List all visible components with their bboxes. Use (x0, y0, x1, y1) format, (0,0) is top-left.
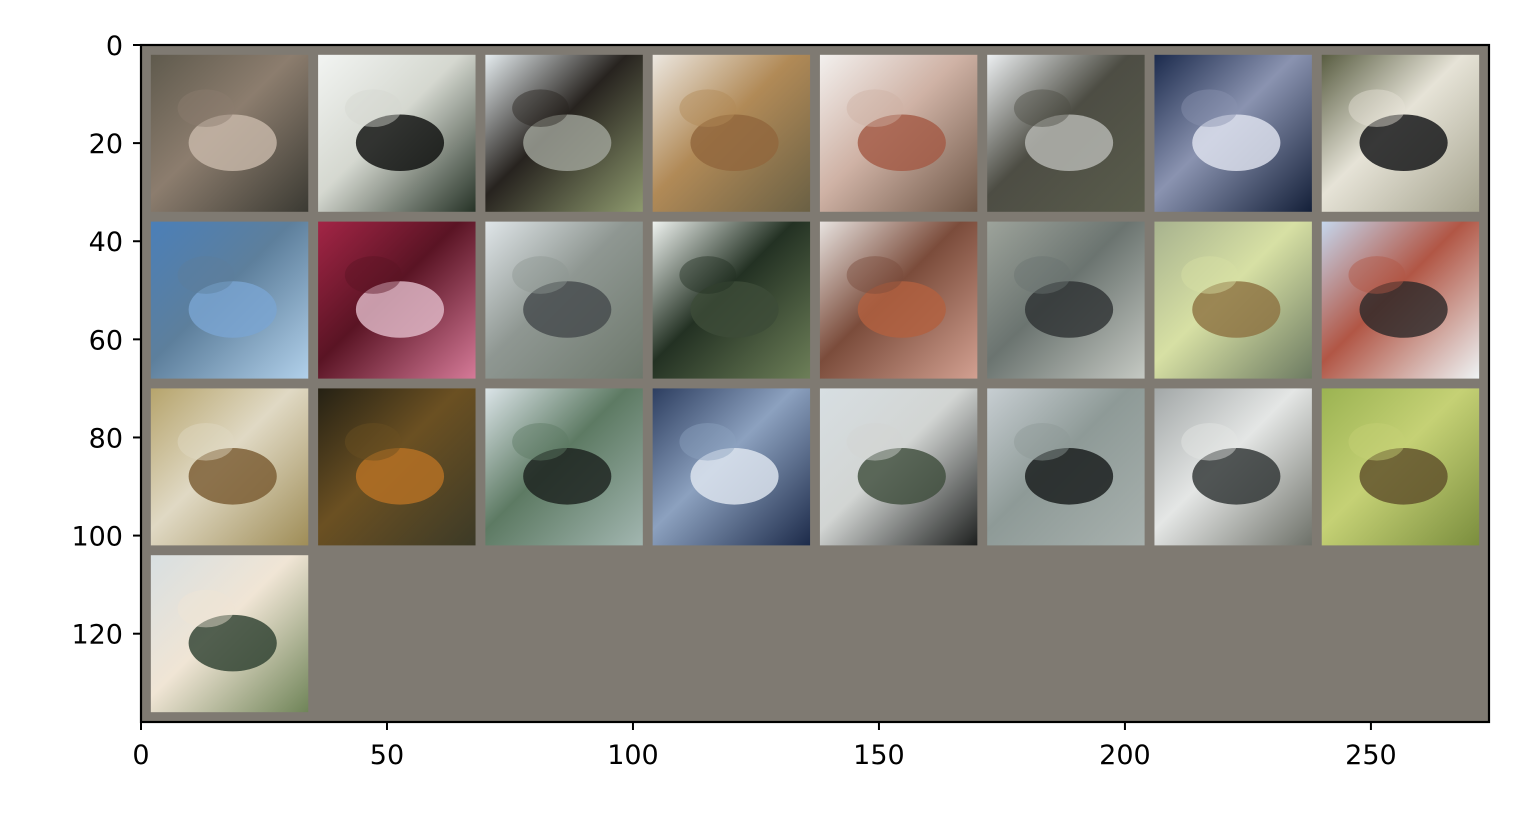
y-tick-label: 60 (89, 325, 123, 356)
tile-9 (150, 221, 309, 379)
tile-8 (1321, 54, 1480, 212)
y-tick-label: 100 (71, 522, 123, 553)
tile-25 (150, 555, 309, 713)
tile-18 (318, 388, 476, 546)
tile-22 (987, 388, 1145, 546)
axes-frame (139, 43, 1491, 724)
tile-11 (485, 221, 643, 379)
tiles-layer (141, 45, 1489, 722)
tile-14 (987, 221, 1145, 379)
y-tick-label: 40 (89, 227, 123, 258)
x-tick-label: 200 (1099, 740, 1151, 771)
y-tick-label: 80 (89, 423, 123, 454)
tile-7 (1154, 54, 1312, 212)
y-tick-label: 20 (89, 129, 123, 160)
tile-17 (150, 388, 309, 546)
y-tick-label: 0 (106, 31, 123, 62)
x-tick-label: 250 (1345, 740, 1397, 771)
y-tick-label: 120 (71, 620, 123, 651)
tile-10 (318, 221, 476, 379)
tile-5 (819, 54, 978, 212)
tile-16 (1321, 221, 1480, 379)
tile-23 (1154, 388, 1312, 546)
tile-6 (987, 54, 1145, 212)
tile-21 (819, 388, 978, 546)
x-tick-label: 100 (607, 740, 659, 771)
tile-20 (652, 388, 811, 546)
tile-2 (318, 54, 476, 212)
x-tick-label: 0 (132, 740, 149, 771)
tile-1 (150, 54, 309, 212)
tile-4 (652, 54, 811, 212)
tile-24 (1321, 388, 1480, 546)
x-axis-ticks: 0 50 100 150 200 250 (132, 722, 1397, 771)
tile-3 (485, 54, 643, 212)
tile-19 (485, 388, 643, 546)
y-axis-ticks: 0 20 40 60 80 100 120 (71, 31, 141, 651)
x-tick-label: 150 (853, 740, 905, 771)
tile-12 (652, 221, 811, 379)
tile-15 (1154, 221, 1312, 379)
x-tick-label: 50 (370, 740, 404, 771)
tile-13 (819, 221, 978, 379)
